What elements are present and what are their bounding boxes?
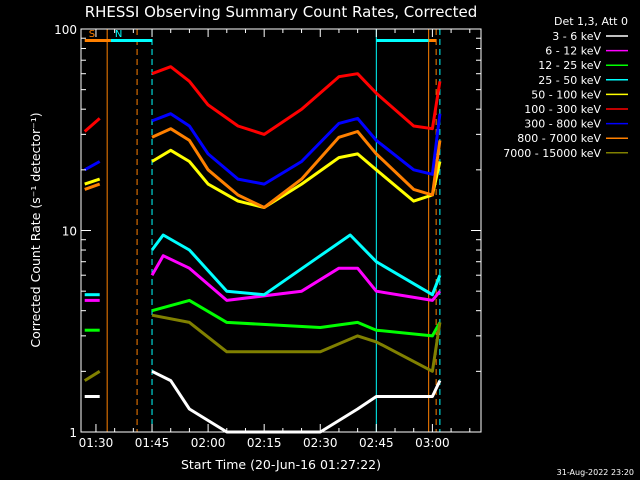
legend-label: 300 - 800 keV (524, 118, 601, 131)
x-tick-label: 01:45 (135, 436, 170, 450)
series-line (84, 182, 101, 191)
x-tick-label: 03:00 (415, 436, 450, 450)
flag-label: N (115, 29, 122, 40)
y-tick-label: 100 (54, 23, 77, 37)
x-axis-ticks: 01:30 01:45 02:00 02:15 02:30 02:45 03:00 (79, 29, 471, 450)
legend-label: 3 - 6 keV (552, 30, 601, 43)
y-tick-label: 10 (62, 225, 77, 239)
legend-label: 12 - 25 keV (538, 59, 601, 72)
legend-label: 7000 - 15000 keV (503, 147, 601, 160)
series-line (84, 177, 101, 186)
x-tick-label: 02:30 (303, 436, 338, 450)
y-axis-label: Corrected Count Rate (s⁻¹ detector⁻¹) (28, 112, 43, 347)
generation-timestamp: 31-Aug-2022 23:20 (557, 468, 634, 477)
series-line (150, 233, 442, 297)
interval-markers (106, 29, 441, 432)
legend-label: 800 - 7000 keV (517, 132, 601, 145)
y-axis-ticks: 1 10 100 (54, 23, 481, 440)
y-tick-label: 1 (69, 426, 77, 440)
series-line (151, 148, 442, 209)
flag-label: S (89, 29, 95, 40)
series-line (83, 160, 101, 172)
legend-label: 25 - 50 keV (538, 74, 601, 87)
series-line (150, 254, 442, 302)
x-tick-label: 02:15 (247, 436, 282, 450)
flag-bar (84, 39, 111, 42)
series-line (151, 65, 442, 136)
x-tick-label: 02:00 (191, 436, 226, 450)
chart-title: RHESSI Observing Summary Count Rates, Co… (85, 3, 478, 21)
x-tick-label: 01:30 (79, 436, 114, 450)
flag-bar (110, 39, 153, 42)
series-line (151, 313, 442, 373)
series-line (151, 298, 442, 338)
series-line (151, 112, 442, 186)
flag-bar (376, 39, 429, 42)
series-line (83, 117, 101, 133)
legend-label: 50 - 100 keV (531, 88, 601, 101)
legend-label: 100 - 300 keV (524, 103, 601, 116)
series-line (83, 370, 101, 382)
x-axis-label: Start Time (20-Jun-16 01:27:22) (181, 457, 381, 472)
series-line (151, 127, 442, 209)
legend-label: 6 - 12 keV (545, 45, 601, 58)
x-tick-label: 02:45 (359, 436, 394, 450)
legend-title: Det 1,3, Att 0 (554, 15, 628, 28)
flag-bar (428, 39, 437, 42)
